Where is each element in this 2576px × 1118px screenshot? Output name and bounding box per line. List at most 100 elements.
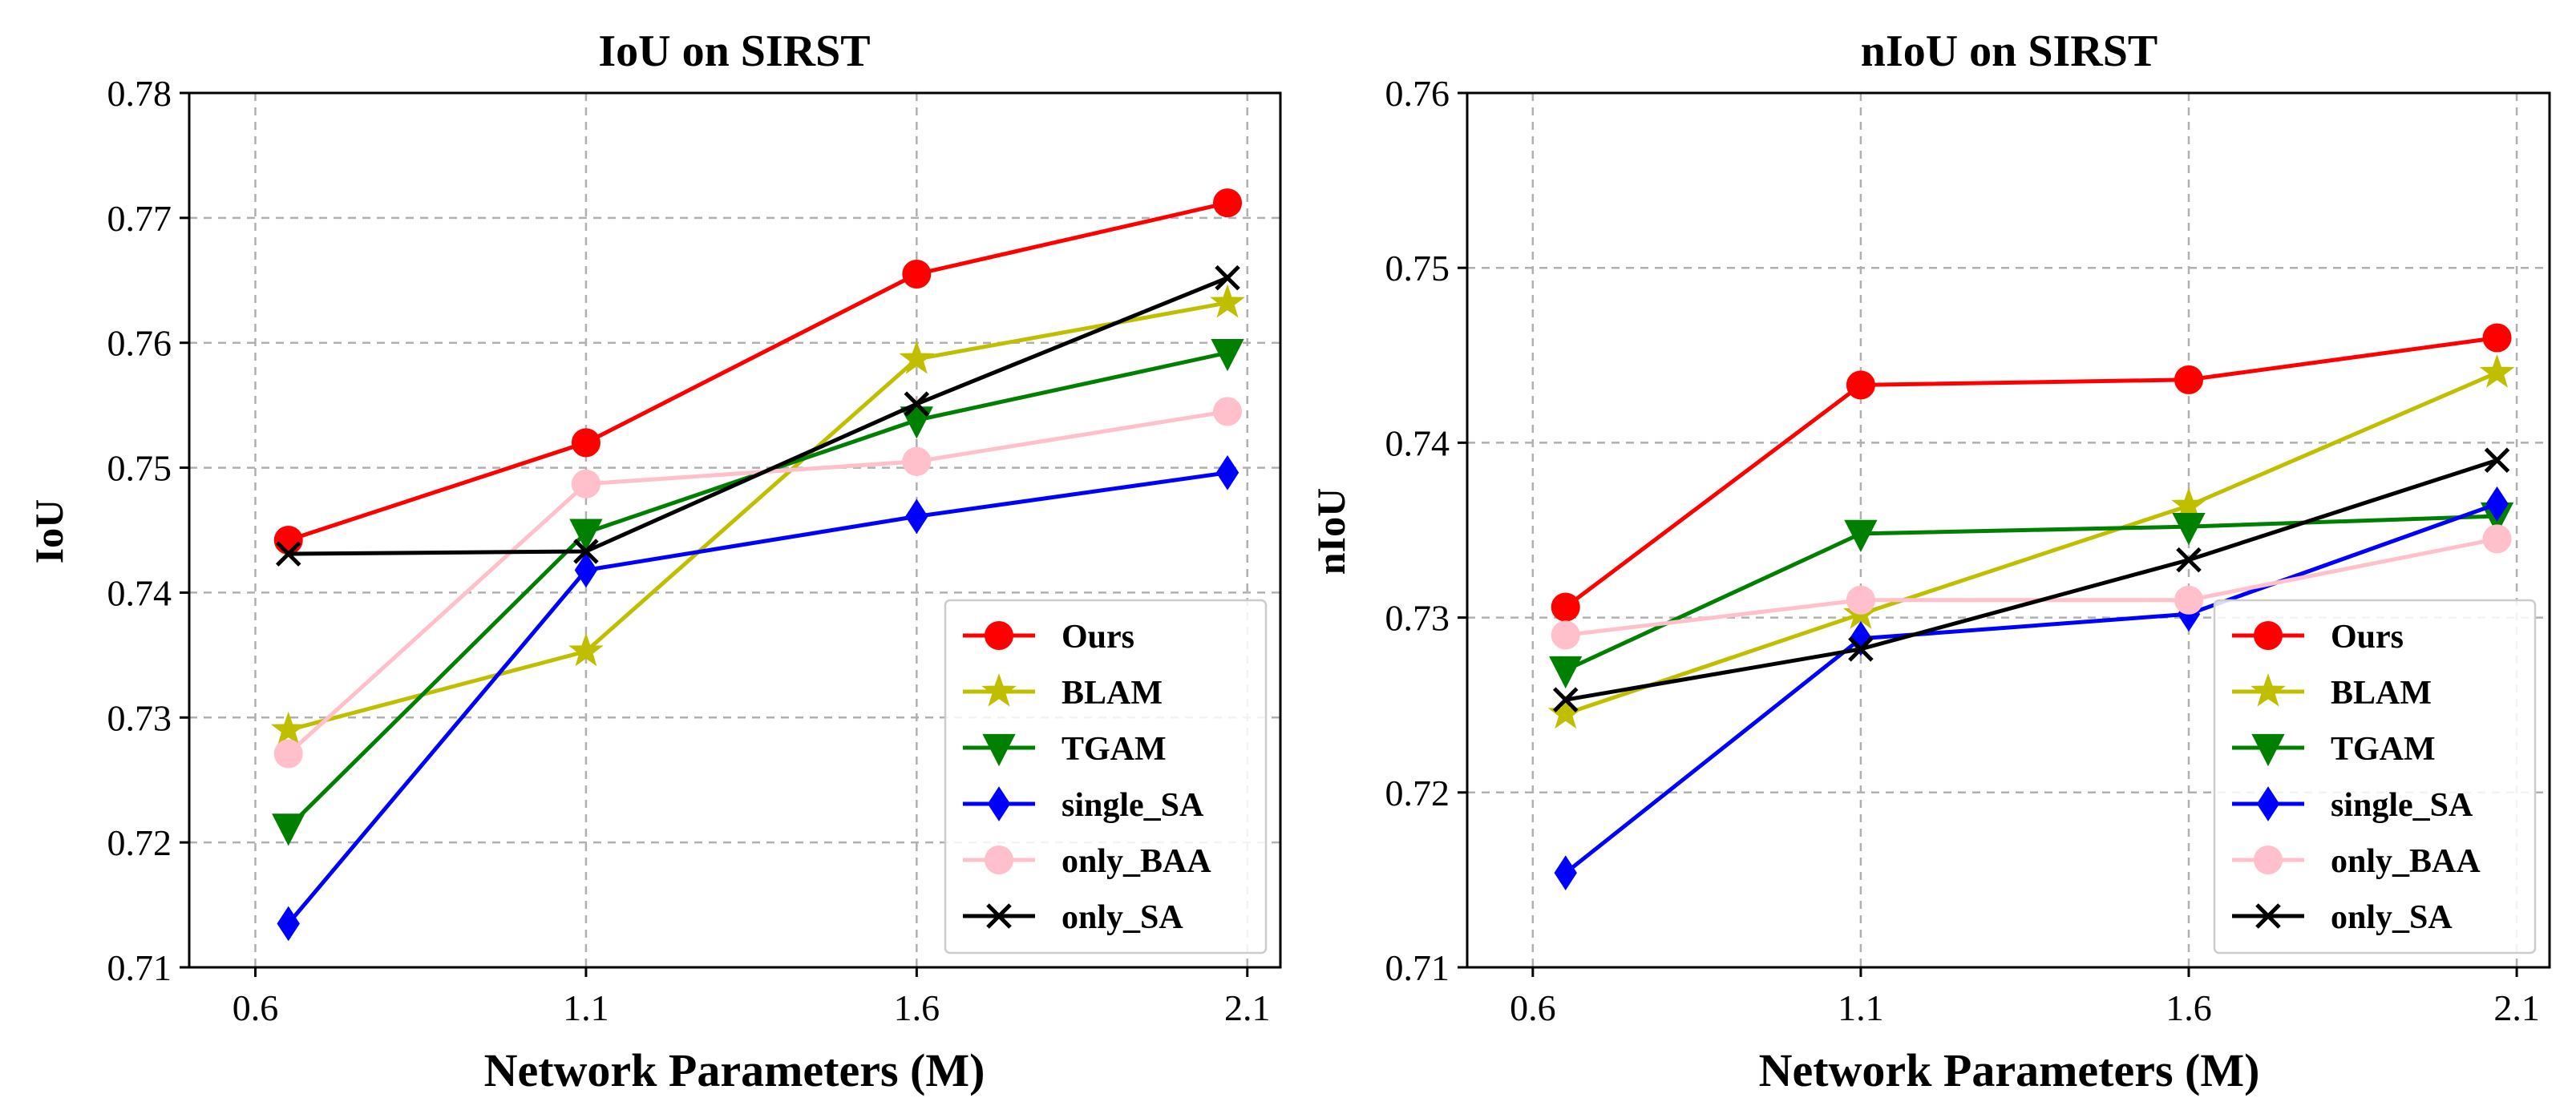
data-point	[2482, 524, 2512, 554]
y-tick-label: 0.76	[107, 323, 172, 364]
y-tick-label: 0.72	[1385, 773, 1450, 813]
legend: Ours BLAM TGAM single_SA only_BAA only_SA	[944, 599, 1268, 955]
legend-label: only_BAA	[2331, 843, 2481, 880]
data-point	[273, 739, 303, 769]
legend-box	[2213, 599, 2537, 955]
x-tick-label: 2.1	[2493, 987, 2540, 1028]
y-tick-label: 0.71	[1385, 947, 1450, 988]
y-tick-label: 0.71	[107, 947, 172, 988]
legend-entry: only_BAA	[963, 843, 1211, 880]
data-point	[904, 391, 930, 417]
series-line	[1564, 336, 2497, 609]
data-point	[573, 539, 599, 564]
data-point	[1549, 656, 1583, 689]
data-point	[2482, 323, 2512, 353]
data-point	[1846, 585, 1875, 615]
series-only-sa	[1552, 447, 2510, 712]
data-point	[2250, 672, 2286, 707]
axes-frame	[188, 91, 1282, 969]
data-point	[899, 340, 935, 374]
x-tick-label: 0.6	[1510, 987, 1556, 1028]
y-tick-label: 0.75	[107, 448, 172, 489]
y-tick-label: 0.73	[1385, 598, 1450, 639]
data-point	[273, 525, 303, 555]
y-tick-label: 0.77	[107, 198, 172, 239]
x-axis-label: Network Parameters (M)	[1759, 1044, 2260, 1096]
legend-entry: BLAM	[2232, 672, 2432, 712]
data-point	[987, 786, 1011, 821]
data-point	[2251, 733, 2285, 767]
series-blam	[270, 284, 1245, 745]
data-point	[985, 846, 1013, 874]
legend-label: single_SA	[2331, 787, 2473, 824]
data-point	[902, 259, 932, 289]
series-line	[1565, 536, 2497, 637]
series-line	[288, 301, 1228, 733]
y-tick-label: 0.76	[1385, 73, 1450, 114]
data-point	[2171, 486, 2206, 521]
x-tick-label: 1.6	[894, 987, 940, 1028]
data-point	[272, 813, 305, 846]
data-point	[982, 733, 1016, 767]
series-only-baa	[273, 397, 1243, 769]
legend-label: BLAM	[2331, 675, 2432, 712]
legend-label: only_SA	[2331, 899, 2453, 936]
chart-niou: nIoU on SIRST Network Parameters (M) nIo…	[1308, 26, 2551, 1096]
series-only-sa	[275, 264, 1240, 567]
legend-box	[944, 599, 1268, 955]
data-point	[900, 406, 933, 439]
y-tick-label: 0.78	[107, 73, 172, 114]
series-line	[286, 470, 1228, 926]
data-point	[2255, 903, 2281, 929]
data-point	[986, 903, 1012, 929]
y-axis-label: IoU	[26, 499, 71, 564]
series-ours	[273, 188, 1243, 555]
data-point	[2485, 486, 2509, 522]
legend-entry: Ours	[2232, 619, 2404, 656]
series-line	[287, 409, 1228, 756]
legend-label: TGAM	[2331, 731, 2436, 768]
ticks: 0.71 0.72 0.73 0.74 0.75 0.76 0.77 0.78 0.6 1.1 1.…	[107, 73, 1271, 1028]
data-point	[574, 552, 598, 588]
ticks: 0.71 0.72 0.73 0.74 0.75 0.76 0.6 1.1 1.6 2.1	[1385, 73, 2540, 1028]
data-point	[1211, 339, 1244, 372]
y-axis-label: nIoU	[1308, 488, 1353, 575]
series-line	[1564, 370, 2498, 716]
data-point	[1213, 188, 1243, 218]
chart-iou: IoU on SIRST Network Parameters (M) IoU …	[26, 26, 1282, 1096]
data-point	[1552, 687, 1579, 712]
legend-entry: single_SA	[963, 786, 1204, 824]
legend-entry: only_BAA	[2232, 843, 2481, 880]
data-point	[571, 428, 601, 458]
series-line	[287, 200, 1228, 543]
plot-area	[270, 188, 1245, 942]
legend-entry: only_SA	[2232, 899, 2453, 936]
data-point	[2172, 512, 2206, 546]
data-point	[2254, 621, 2283, 650]
data-point	[1210, 284, 1245, 318]
data-point	[1551, 620, 1580, 650]
data-point	[275, 541, 301, 567]
legend-label: only_SA	[1062, 899, 1183, 936]
data-point	[277, 906, 300, 942]
data-point	[2174, 585, 2203, 615]
data-point	[985, 621, 1013, 650]
data-point	[2256, 786, 2280, 821]
data-point	[1213, 397, 1243, 426]
y-tick-label: 0.74	[1385, 422, 1450, 463]
x-tick-label: 1.1	[563, 987, 609, 1028]
data-point	[2479, 354, 2515, 388]
chart-title: nIoU on SIRST	[1861, 26, 2157, 76]
data-point	[1554, 855, 1577, 891]
legend-label: TGAM	[1062, 731, 1167, 768]
data-point	[270, 711, 306, 745]
x-tick-label: 1.6	[2166, 987, 2212, 1028]
data-point	[571, 469, 601, 498]
x-tick-label: 1.1	[1838, 987, 1884, 1028]
series-line	[1565, 458, 2498, 702]
data-point	[1844, 519, 1878, 552]
series-line	[1564, 502, 2498, 875]
x-tick-label: 2.1	[1224, 987, 1271, 1028]
series-only-baa	[1551, 524, 2512, 650]
